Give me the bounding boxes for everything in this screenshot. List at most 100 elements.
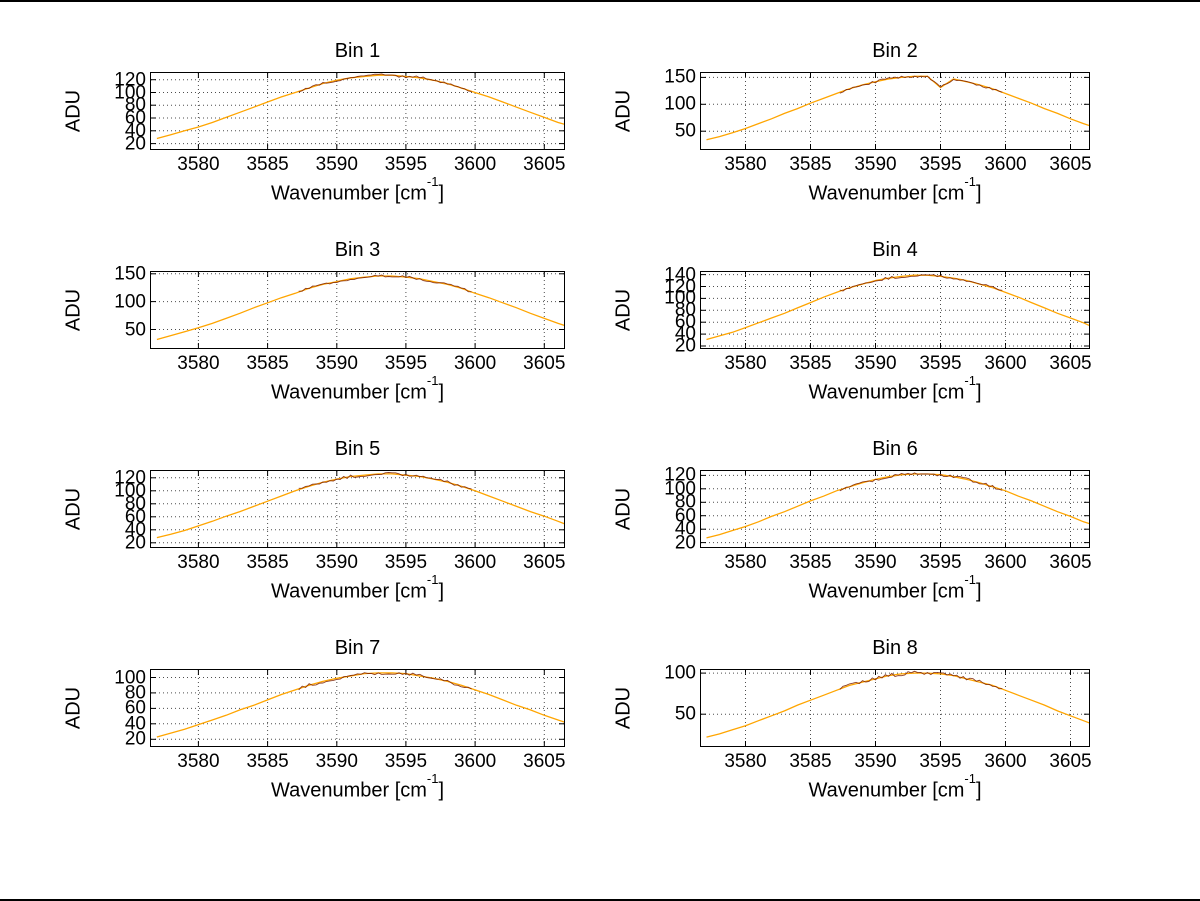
- x-tick-label: 3605: [523, 154, 566, 175]
- plot-title: Bin 3: [334, 239, 381, 261]
- x-tick-labels: 3580 3585 3590 3595 3600 3605: [700, 747, 1092, 773]
- x-axis-label: Wavenumber [cm-1]: [700, 572, 1090, 604]
- x-tick-labels: 3580 3585 3590 3595 3600 3605: [700, 349, 1092, 375]
- x-axis-label-close: ]: [438, 182, 445, 205]
- y-axis-label: ADU: [62, 686, 85, 730]
- y-axis-label: ADU: [612, 89, 635, 133]
- subplot-bin-3: Bin 3 ADU 50 100 150 3580 3585 3590 3595 3600 3…: [0, 239, 600, 438]
- plot-box: ADU 50 100 3580 3585 3590 3595 3600 3605: [613, 664, 1092, 771]
- y-tick-label: 40: [674, 323, 696, 345]
- x-tick-label: 3605: [1049, 154, 1092, 175]
- x-tick-label: 3585: [246, 353, 289, 374]
- y-tick-label: 120: [664, 464, 696, 486]
- plot-box: ADU 20 40 60 80 100 3580 3585 3590 3595 3600 3605: [63, 668, 566, 771]
- y-tick-label: 40: [124, 519, 146, 541]
- x-axis-label-close: ]: [975, 381, 982, 404]
- x-tick-label: 3580: [724, 154, 767, 175]
- x-tick-label: 3595: [919, 552, 962, 573]
- x-axis-label-superscript: -1: [964, 771, 976, 787]
- y-axis-label: ADU: [62, 288, 85, 332]
- x-axis-label-text: Wavenumber [cm: [808, 580, 965, 603]
- x-tick-label: 3580: [177, 353, 220, 374]
- y-tick-label: 20: [674, 532, 696, 554]
- subplot-bin-5: Bin 5 ADU 20 40 60 80 100 120 3580 3585 3590 359…: [0, 438, 600, 637]
- y-tick-labels: 50 100 150: [648, 68, 700, 150]
- x-tick-label: 3585: [789, 751, 832, 772]
- x-tick-label: 3580: [724, 751, 767, 772]
- x-tick-label: 3590: [854, 552, 897, 573]
- x-tick-label: 3595: [384, 353, 428, 374]
- y-tick-label: 40: [124, 713, 146, 735]
- y-tick-labels: 20 40 60 80 100 120: [648, 466, 700, 552]
- plot-title: Bin 5: [334, 438, 381, 460]
- x-axis-label: Wavenumber [cm-1]: [150, 174, 565, 206]
- y-tick-label: 60: [674, 311, 696, 333]
- x-tick-label: 3600: [453, 154, 497, 175]
- x-axis-label-superscript: -1: [426, 572, 439, 588]
- x-tick-label: 3590: [315, 154, 358, 175]
- plot-title: Bin 6: [872, 438, 918, 460]
- x-tick-label: 3600: [453, 552, 497, 573]
- y-tick-label: 80: [124, 94, 146, 116]
- y-tick-label: 100: [664, 287, 696, 309]
- subplot-bin-1: Bin 1 ADU 20 40 60 80 100 120 3580 3585 3590 359…: [0, 40, 600, 239]
- x-axis-label-superscript: -1: [426, 174, 439, 190]
- x-axis-label-superscript: -1: [964, 174, 976, 190]
- x-tick-label: 3595: [919, 154, 962, 175]
- plot-area: [150, 669, 565, 747]
- y-tick-label: 60: [124, 107, 146, 129]
- y-tick-label: 100: [664, 478, 696, 500]
- x-tick-label: 3590: [315, 751, 358, 772]
- plot-area: [150, 271, 565, 349]
- x-tick-label: 3595: [919, 353, 962, 374]
- x-axis-label: Wavenumber [cm-1]: [150, 572, 565, 604]
- plot-column: Bin 8 ADU 50 100 3580 3585 3590 3595 3600 3605…: [613, 637, 1092, 803]
- plot-area: [150, 470, 565, 548]
- x-tick-label: 3600: [984, 154, 1027, 175]
- x-tick-label: 3580: [724, 552, 767, 573]
- plot-title: Bin 2: [872, 40, 918, 62]
- plot-area: [700, 72, 1090, 150]
- x-tick-labels: 3580 3585 3590 3595 3600 3605: [150, 747, 565, 773]
- y-tick-labels: 50 100: [648, 664, 700, 747]
- y-tick-labels: 20 40 60 80 100: [98, 668, 150, 750]
- plot-title: Bin 8: [872, 637, 918, 659]
- x-axis-label-superscript: -1: [426, 373, 439, 389]
- subplot-bin-6: Bin 6 ADU 20 40 60 80 100 120 3580 3585 3590 359…: [600, 438, 1200, 637]
- y-tick-label: 80: [674, 299, 696, 321]
- y-axis-label: ADU: [62, 89, 85, 133]
- y-tick-label: 120: [664, 276, 696, 297]
- plot-column: Bin 6 ADU 20 40 60 80 100 120 3580 3585 3590 359…: [613, 438, 1092, 604]
- y-tick-label: 120: [114, 69, 146, 91]
- y-tick-label: 120: [114, 467, 146, 489]
- x-axis-label: Wavenumber [cm-1]: [700, 174, 1090, 206]
- x-axis-label-close: ]: [975, 779, 982, 802]
- plot-area: [700, 271, 1090, 349]
- x-axis-label-text: Wavenumber [cm: [808, 779, 965, 802]
- x-tick-label: 3605: [523, 552, 566, 573]
- x-tick-label: 3585: [246, 552, 289, 573]
- x-tick-label: 3600: [984, 552, 1027, 573]
- x-tick-label: 3590: [854, 353, 897, 374]
- x-tick-label: 3595: [919, 751, 962, 772]
- x-axis-label-text: Wavenumber [cm: [808, 381, 965, 404]
- x-tick-labels: 3580 3585 3590 3595 3600 3605: [150, 349, 565, 375]
- x-axis-label-text: Wavenumber [cm: [270, 580, 427, 603]
- plot-box: ADU 20 40 60 80 100 120 3580 3585 3590 3595 3600 3…: [63, 70, 566, 174]
- plot-column: Bin 1 ADU 20 40 60 80 100 120 3580 3585 3590 359…: [63, 40, 566, 206]
- x-tick-label: 3590: [315, 552, 358, 573]
- x-tick-label: 3605: [523, 751, 566, 772]
- x-tick-label: 3605: [523, 353, 566, 374]
- y-axis-label: ADU: [62, 487, 85, 531]
- y-tick-label: 20: [124, 728, 146, 750]
- x-tick-label: 3605: [1049, 751, 1092, 772]
- y-tick-label: 60: [124, 697, 146, 719]
- y-axis-label: ADU: [612, 686, 635, 730]
- x-tick-label: 3590: [854, 154, 897, 175]
- x-axis-label-close: ]: [975, 182, 982, 205]
- y-tick-label: 60: [124, 506, 146, 528]
- x-axis-label-close: ]: [438, 580, 445, 603]
- x-axis-label: Wavenumber [cm-1]: [700, 771, 1090, 803]
- y-tick-labels: 20 40 60 80 100 120 140: [648, 265, 700, 355]
- x-tick-label: 3605: [1049, 353, 1092, 374]
